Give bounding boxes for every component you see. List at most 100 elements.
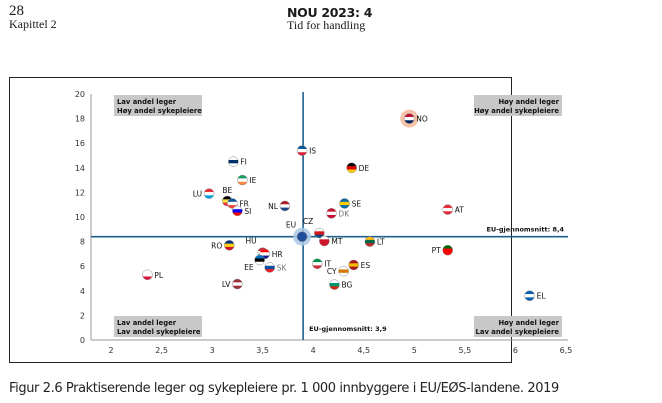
- x-tick-label: 2: [108, 346, 113, 355]
- point-sk-flag-icon: [264, 262, 275, 273]
- point-ie-flag-icon: [237, 175, 248, 186]
- point-is-flag-icon: [297, 145, 308, 156]
- x-tick-label: 2,5: [155, 346, 168, 355]
- quadrant-label-bottom-left-text: Lav andel sykepleiere: [117, 328, 201, 336]
- point-es-flag-icon: [348, 259, 359, 270]
- point-bg-flag-icon: [329, 279, 340, 290]
- point-bg-label: BG: [341, 281, 352, 290]
- point-cz-flag-icon: [314, 227, 325, 238]
- y-tick-label: 10: [75, 213, 85, 222]
- point-pl-flag-icon: [142, 269, 153, 280]
- point-ie-marker: [237, 174, 248, 186]
- point-se-label: SE: [352, 199, 362, 208]
- point-de-label: DE: [359, 164, 370, 173]
- point-lu-flag-icon: [204, 188, 215, 199]
- point-dk-label: DK: [338, 209, 350, 218]
- y-tick-label: 14: [75, 164, 85, 173]
- point-es-marker: [348, 259, 359, 271]
- y-tick-label: 8: [80, 238, 85, 247]
- point-ee-marker: [254, 254, 265, 266]
- x-tick-label: 6: [513, 346, 518, 355]
- point-ro-label: RO: [211, 241, 222, 250]
- point-fi-flag-icon: [228, 156, 239, 167]
- point-at-marker: [442, 204, 453, 215]
- point-nl-flag-icon: [279, 200, 290, 211]
- point-pt-label: PT: [432, 246, 442, 255]
- point-hr-label: HR: [272, 250, 283, 259]
- point-fr-marker: [227, 198, 238, 209]
- point-it-label: IT: [324, 260, 331, 269]
- page-number: 28: [9, 3, 24, 19]
- y-tick-label: 16: [75, 139, 85, 148]
- point-no-flag-icon: [404, 113, 415, 124]
- point-mt-label: MT: [331, 237, 342, 246]
- point-el-flag-icon: [524, 290, 535, 301]
- point-lu-marker: [203, 188, 215, 199]
- point-se-marker: [339, 198, 350, 209]
- point-si-marker: [232, 205, 243, 217]
- point-ro-marker: [224, 240, 235, 251]
- x-tick-label: 3: [210, 346, 215, 355]
- y-tick-label: 20: [75, 90, 85, 99]
- point-nl-label: NL: [268, 202, 279, 211]
- point-pt-marker: [442, 244, 453, 256]
- point-el-label: EL: [537, 292, 547, 301]
- eu-average-vertical-label: EU-gjennomsnitt: 3,9: [309, 325, 387, 333]
- point-lv-flag-icon: [232, 279, 243, 290]
- point-pt-flag-icon: [442, 245, 453, 256]
- quadrant-label-bottom-right-box: [474, 316, 562, 337]
- x-tick-label: 5: [412, 346, 417, 355]
- quadrant-label-bottom-left-text: Lav andel leger: [117, 319, 177, 327]
- point-lv-label: LV: [222, 280, 231, 289]
- point-it-flag-icon: [312, 258, 323, 269]
- quadrant-label-top-right-box: [474, 95, 562, 116]
- quadrant-label-top-left-text: Lav andel leger: [117, 98, 177, 106]
- point-be-label: BE: [222, 186, 232, 195]
- quadrant-label-bottom-left-box: [114, 316, 202, 337]
- y-tick-label: 0: [80, 336, 85, 345]
- point-se-flag-icon: [339, 198, 350, 209]
- point-lu-label: LU: [193, 190, 202, 199]
- point-fi-marker: [228, 156, 239, 167]
- y-tick-label: 6: [80, 262, 85, 271]
- y-tick-label: 4: [80, 287, 85, 296]
- quadrant-label-top-left-box: [114, 95, 202, 116]
- point-hr-flag-icon: [259, 248, 270, 259]
- point-si-flag-icon: [232, 205, 243, 216]
- point-nl-marker: [279, 200, 291, 212]
- x-tick-label: 3,5: [256, 346, 269, 355]
- point-es-label: ES: [361, 261, 371, 270]
- point-is-label: IS: [309, 147, 316, 156]
- point-ro-flag-icon: [224, 240, 235, 251]
- point-lt-marker: [364, 236, 376, 247]
- figure-caption: Figur 2.6 Praktiserende leger og sykeple…: [9, 381, 559, 396]
- point-at-flag-icon: [442, 204, 453, 215]
- point-sk-marker: [264, 262, 275, 273]
- quadrant-label-top-right-text: Høy andel sykepleiere: [474, 107, 559, 115]
- point-fr-label: FR: [239, 199, 249, 208]
- point-lt-label: LT: [377, 238, 385, 247]
- point-pl-label: PL: [154, 271, 164, 280]
- quadrant-label-bottom-right-text: Lav andel sykepleiere: [476, 328, 560, 336]
- point-dk-marker: [326, 208, 337, 219]
- point-cy-label: CY: [327, 267, 337, 276]
- point-pl-marker: [142, 269, 153, 281]
- point-cy-flag-icon: [338, 266, 349, 277]
- document-title: NOU 2023: 4: [287, 5, 373, 20]
- quadrant-label-top-left-text: Høy andel sykepleiere: [117, 107, 202, 115]
- x-tick-label: 4: [311, 346, 316, 355]
- point-eu-flag-icon: [297, 231, 308, 242]
- x-tick-label: 5,5: [459, 346, 472, 355]
- point-mt-marker: [319, 235, 330, 247]
- y-tick-label: 12: [75, 188, 85, 197]
- point-lt-flag-icon: [364, 236, 375, 247]
- page-header-center: NOU 2023: 4 Tid for handling: [287, 6, 372, 32]
- point-cz-label: CZ: [303, 217, 313, 226]
- point-eu-label: EU: [286, 221, 296, 230]
- point-ee-flag-icon: [254, 255, 265, 266]
- point-el-marker: [524, 290, 535, 301]
- point-it-marker: [312, 258, 323, 269]
- point-eu-marker: [296, 231, 308, 242]
- point-ie-label: IE: [249, 176, 256, 185]
